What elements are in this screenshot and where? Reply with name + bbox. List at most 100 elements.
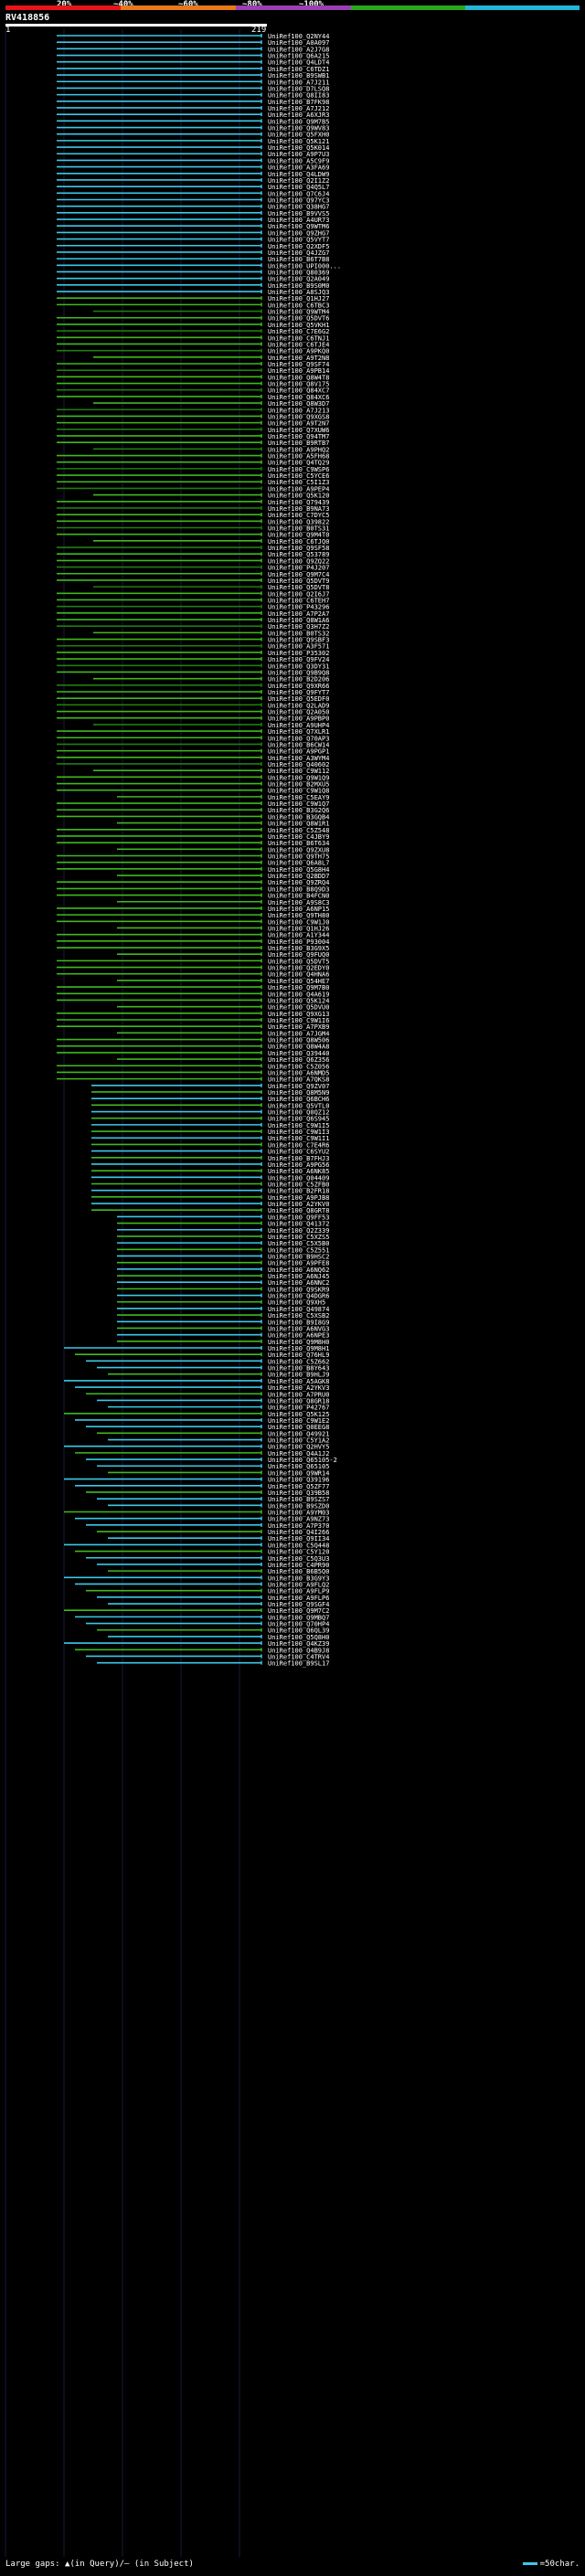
hit-label[interactable]: UniRef100_B6T634 [268,840,329,847]
hit-label[interactable]: UniRef100_C5X5B0 [268,1240,329,1247]
hit-label[interactable]: UniRef100_A8SJQ3 [268,289,329,296]
hit-label[interactable]: UniRef100_A9T2N7 [268,420,329,428]
hit-label[interactable]: UniRef100_Q5VTL0 [268,1102,329,1109]
hit-label[interactable]: UniRef100_Q53789 [268,551,329,558]
hit-label[interactable]: UniRef100_Q65105 [268,1463,329,1470]
hit-label[interactable]: UniRef100_C5EAY9 [268,794,329,801]
hit-label[interactable]: UniRef100_Q9SKR9 [268,1286,329,1293]
hit-label[interactable]: UniRef100_Q79439 [268,499,329,506]
hit-label[interactable]: UniRef100_C9W1I1 [268,1135,329,1142]
hit-label[interactable]: UniRef100_P93004 [268,938,329,946]
hit-label[interactable]: UniRef100_Q9ZQ22 [268,557,329,565]
hit-label[interactable]: UniRef100_A7J213 [268,407,329,414]
hit-label[interactable]: UniRef100_Q9M7C4 [268,571,329,578]
hit-label[interactable]: UniRef100_B9SZD0 [268,1502,329,1510]
hit-label[interactable]: UniRef100_Q9XH5 [268,1299,325,1307]
hit-label[interactable]: UniRef100_Q5G8H4 [268,866,329,874]
hit-label[interactable]: UniRef100_Q9FUQ0 [268,951,329,959]
hit-label[interactable]: UniRef100_B3G9Y3 [268,1574,329,1582]
hit-label[interactable]: UniRef100_Q9II34 [268,1535,329,1542]
hit-label[interactable]: UniRef100_B3GQB4 [268,813,329,821]
hit-label[interactable]: UniRef100_B0TS32 [268,630,329,637]
hit-label[interactable]: UniRef100_B9VVS5 [268,210,329,217]
hit-label[interactable]: UniRef100_Q7XLR1 [268,728,329,736]
hit-label[interactable]: UniRef100_Q9ZV07 [268,1083,329,1090]
hit-label[interactable]: UniRef100_C6TNJ1 [268,334,329,342]
hit-label[interactable]: UniRef100_Q9ZXU8 [268,846,329,853]
hit-label[interactable]: UniRef100_A9UHP4 [268,722,329,729]
hit-label[interactable]: UniRef100_C5XZS5 [268,1234,329,1241]
hit-label[interactable]: UniRef100_Q2I6J7 [268,590,329,598]
hit-label[interactable]: UniRef100_Q4DGR6 [268,1293,329,1300]
hit-label[interactable]: UniRef100_A7J212 [268,105,329,112]
hit-label[interactable]: UniRef100_A6NQ62 [268,1267,329,1274]
hit-label[interactable]: UniRef100_A9PEP4 [268,485,329,493]
hit-label[interactable]: UniRef100_Q9M7B5 [268,118,329,125]
hit-label[interactable]: UniRef100_Q2HVY5 [268,1444,329,1451]
hit-label[interactable]: UniRef100_Q2A049 [268,276,329,283]
hit-label[interactable]: UniRef100_Q1HJ26 [268,925,329,932]
hit-label[interactable]: UniRef100_Q39440 [268,1050,329,1057]
hit-label[interactable]: UniRef100_A2J7G8 [268,46,329,53]
hit-label[interactable]: UniRef100_Q7C6J4 [268,190,329,197]
hit-label[interactable]: UniRef100_A9PB14 [268,367,329,375]
hit-label[interactable]: UniRef100_A7PXB9 [268,1023,329,1031]
hit-label[interactable]: UniRef100_Q9SGF4 [268,1601,329,1608]
hit-label[interactable]: UniRef100_Q9WTM6 [268,223,329,230]
hit-label[interactable]: UniRef100_Q40602 [268,761,329,769]
hit-label[interactable]: UniRef100_Q8M5N9 [268,1089,329,1097]
hit-label[interactable]: UniRef100_P35302 [268,650,329,657]
hit-label[interactable]: UniRef100_C5Y120 [268,1549,329,1556]
hit-label[interactable]: UniRef100_Q84XC6 [268,394,329,401]
hit-label[interactable]: UniRef100_Q8W4A8 [268,1044,329,1051]
hit-label[interactable]: UniRef100_Q4LDT4 [268,59,329,67]
hit-label[interactable]: UniRef100_Q9M7B0 [268,984,329,991]
hit-label[interactable]: UniRef100_Q5K120 [268,493,329,500]
hit-label[interactable]: UniRef100_C5Q3U3 [268,1555,329,1563]
hit-label[interactable]: UniRef100_C4JBY9 [268,833,329,841]
hit-label[interactable]: UniRef100_Q70AP3 [268,735,329,742]
hit-label[interactable]: UniRef100_C9W1J0 [268,918,329,926]
hit-label[interactable]: UniRef100_A6NMD5 [268,1069,329,1076]
hit-label[interactable]: UniRef100_P42767 [268,1405,329,1412]
hit-label[interactable]: UniRef100_Q6BCH6 [268,1096,329,1103]
hit-label[interactable]: UniRef100_C4TRV4 [268,1653,329,1660]
hit-label[interactable]: UniRef100_Q9SF74 [268,361,329,368]
hit-label[interactable]: UniRef100_Q9B9Q8 [268,669,329,676]
hit-label[interactable]: UniRef100_B3G2Q6 [268,807,329,814]
hit-label[interactable]: UniRef100_Q5VYT7 [268,237,329,244]
hit-label[interactable]: UniRef100_B3G9X5 [268,945,329,952]
hit-label[interactable]: UniRef100_Q70HP4 [268,1621,329,1628]
hit-label[interactable]: UniRef100_B9S0M0 [268,282,329,290]
hit-label[interactable]: UniRef100_C5XSB2 [268,1312,329,1320]
hit-label[interactable]: UniRef100_Q49874 [268,1306,329,1313]
hit-label[interactable]: UniRef100_Q2EDY0 [268,965,329,972]
hit-label[interactable]: UniRef100_Q94TM7 [268,433,329,440]
hit-label[interactable]: UniRef100_Q5K125 [268,1411,329,1418]
hit-label[interactable]: UniRef100_C9W1I5 [268,1122,329,1129]
hit-label[interactable]: UniRef100_Q5DVU0 [268,1004,329,1012]
hit-label[interactable]: UniRef100_C7E4R6 [268,1141,329,1149]
hit-label[interactable]: UniRef100_B9I8G9 [268,1319,329,1326]
hit-label[interactable]: UniRef100_Q8W506 [268,1037,329,1044]
hit-label[interactable]: UniRef100_A9PJB8 [268,1194,329,1202]
hit-label[interactable]: UniRef100_A7P2A7 [268,610,329,618]
hit-label[interactable]: UniRef100_A9PG56 [268,1161,329,1169]
hit-label[interactable]: UniRef100_Q76HL9 [268,1352,329,1359]
hit-label[interactable]: UniRef100_Q2LAD9 [268,702,329,709]
hit-label[interactable]: UniRef100_A6NPE3 [268,1332,329,1340]
hit-label[interactable]: UniRef100_B7FK98 [268,99,329,106]
hit-label[interactable]: UniRef100_Q49921 [268,1430,329,1437]
hit-label[interactable]: UniRef100_A9PGP1 [268,748,329,756]
hit-label[interactable]: UniRef100_Q5DVT6 [268,315,329,323]
hit-label[interactable]: UniRef100_C5Z551 [268,1246,329,1254]
hit-label[interactable]: UniRef100_A9FLP9 [268,1588,329,1595]
hit-label[interactable]: UniRef100_Q9WR14 [268,1469,329,1477]
hit-label[interactable]: UniRef100_Q9M8H0 [268,1339,329,1346]
hit-label[interactable]: UniRef100_Q39B58 [268,1489,329,1497]
hit-label[interactable]: UniRef100_Q4A1J2 [268,1450,329,1458]
hit-label[interactable]: UniRef100_Q41372 [268,1221,329,1228]
hit-label[interactable]: UniRef100_Q9M4T0 [268,532,329,539]
hit-label[interactable]: UniRef100_Q0EEG8 [268,1424,329,1431]
hit-label[interactable]: UniRef100_B6CW14 [268,741,329,748]
